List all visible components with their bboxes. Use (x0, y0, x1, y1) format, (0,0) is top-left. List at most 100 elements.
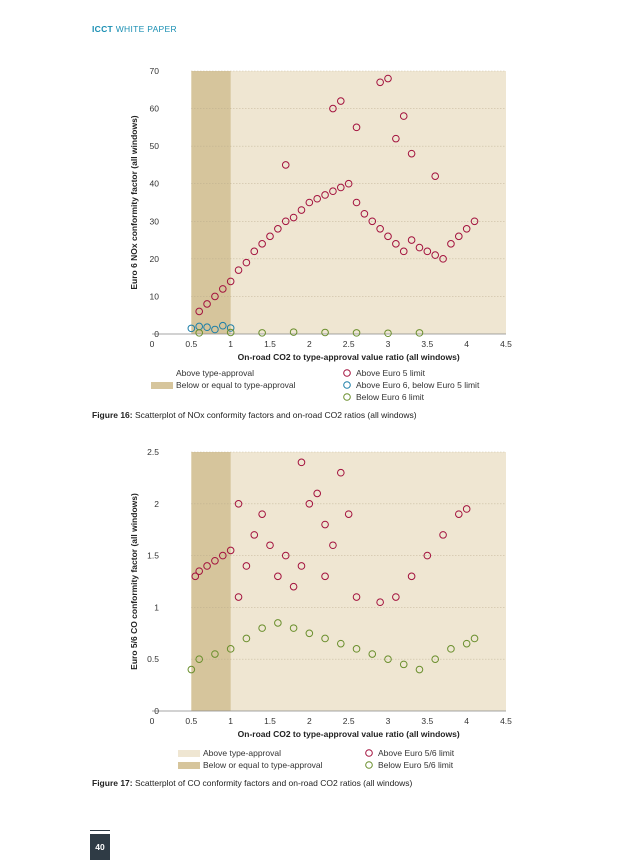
data-point (266, 541, 274, 550)
data-point (352, 593, 361, 601)
x-tick-label: 2 (307, 716, 312, 726)
data-point (431, 172, 440, 180)
legend-above-euro5-marker (343, 369, 351, 377)
legend-euro6-euro5-marker (343, 381, 351, 389)
data-point (219, 321, 227, 330)
x-tick-label: 4 (464, 716, 469, 726)
above-type-approval-region (191, 71, 507, 334)
data-point (462, 639, 471, 648)
data-point (407, 149, 416, 158)
y-axis-title: Euro 5/6 CO conformity factor (all windo… (129, 493, 139, 670)
x-tick-label: 0.5 (185, 716, 197, 726)
data-point (274, 225, 282, 233)
y-tick-label: 2.5 (147, 447, 159, 457)
data-point (415, 665, 424, 674)
data-point (415, 243, 424, 252)
data-point (195, 329, 203, 337)
data-point (352, 123, 361, 132)
x-axis-title: On-road CO2 to type-approval value ratio… (238, 352, 460, 362)
data-point (258, 624, 266, 632)
data-point (462, 505, 471, 513)
data-point (187, 324, 196, 333)
header-brand: ICCT (92, 24, 114, 34)
data-point (203, 300, 211, 308)
data-point (368, 650, 377, 658)
data-point (399, 112, 408, 120)
data-point (399, 660, 408, 669)
data-point (258, 240, 266, 248)
legend-above-type-approval-label: Above type-approval (203, 748, 281, 758)
data-point (384, 74, 392, 83)
data-point (289, 328, 298, 336)
x-tick-label: 1 (228, 716, 233, 726)
data-point (234, 500, 243, 508)
y-tick-label: 0 (154, 329, 159, 339)
data-point (360, 209, 369, 218)
data-point (392, 240, 400, 248)
y-tick-label: 0 (154, 706, 159, 716)
data-point (305, 629, 314, 638)
data-point (407, 572, 416, 581)
y-tick-label: 20 (150, 254, 160, 264)
legend-below-type-approval-swatch (151, 382, 173, 389)
x-tick-label: 0.5 (185, 339, 197, 349)
data-point (226, 546, 235, 555)
data-point (439, 255, 447, 263)
data-point (211, 325, 219, 334)
data-point (321, 328, 329, 337)
data-point (234, 593, 243, 601)
data-point (462, 225, 471, 233)
figure-16-caption-text: Scatterplot of NOx conformity factors an… (135, 410, 417, 420)
data-point (289, 582, 298, 591)
x-tick-label: 3 (386, 339, 391, 349)
data-point (321, 191, 329, 199)
legend-euro6-euro5-label: Above Euro 6, below Euro 5 limit (356, 380, 480, 390)
figure-16-caption-label: Figure 16: (92, 410, 133, 420)
data-point (274, 619, 282, 627)
legend-below-euro56-label: Below Euro 5/6 limit (378, 760, 454, 770)
data-point (329, 104, 337, 113)
data-point (352, 329, 361, 337)
legend-below-type-approval-label: Below or equal to type-approval (203, 760, 323, 770)
data-point (423, 551, 432, 560)
data-point (313, 194, 322, 203)
data-point (407, 236, 416, 244)
y-tick-label: 1.5 (147, 551, 159, 561)
data-point (337, 468, 345, 477)
data-point (329, 541, 337, 550)
data-point (250, 531, 259, 539)
figure-17-caption-label: Figure 17: (92, 778, 133, 788)
data-point (211, 292, 219, 301)
x-tick-label: 4.5 (500, 339, 512, 349)
data-point (321, 634, 329, 643)
data-point (384, 655, 392, 664)
data-point (455, 510, 463, 518)
figure-17-chart: 0 0.5 1 1.5 2 2.5 0 0.5 1 1.5 2 2.5 3 3.5 4 4.5 On-road … (129, 447, 512, 770)
legend-above-euro5-label: Above Euro 5 limit (356, 368, 426, 378)
data-point (313, 489, 322, 498)
page-number-rule (90, 830, 110, 831)
data-point (234, 266, 243, 274)
data-point (392, 134, 400, 143)
data-point (195, 567, 203, 575)
figure-16-chart: 0 10 20 30 40 50 60 70 0 0.5 1 1.5 2 2.5 3 3.5 4 4.5 On-ro… (129, 66, 512, 402)
legend-above-euro56-label: Above Euro 5/6 limit (378, 748, 455, 758)
data-point (337, 639, 345, 648)
data-point (266, 232, 274, 241)
y-tick-label: 70 (150, 66, 160, 76)
above-type-approval-region (191, 452, 507, 711)
data-point (226, 328, 235, 337)
data-point (447, 645, 455, 653)
page-number: 40 (90, 834, 110, 860)
data-point (195, 655, 203, 664)
data-point (297, 562, 306, 570)
data-point (352, 198, 361, 207)
x-tick-label: 4 (464, 339, 469, 349)
figure-17-caption-text: Scatterplot of CO conformity factors and… (135, 778, 413, 788)
x-tick-label: 2 (307, 339, 312, 349)
below-type-approval-region (191, 452, 231, 711)
y-tick-label: 30 (150, 216, 160, 226)
data-point (195, 307, 203, 316)
data-point (250, 247, 259, 256)
x-tick-label: 1.5 (264, 339, 276, 349)
